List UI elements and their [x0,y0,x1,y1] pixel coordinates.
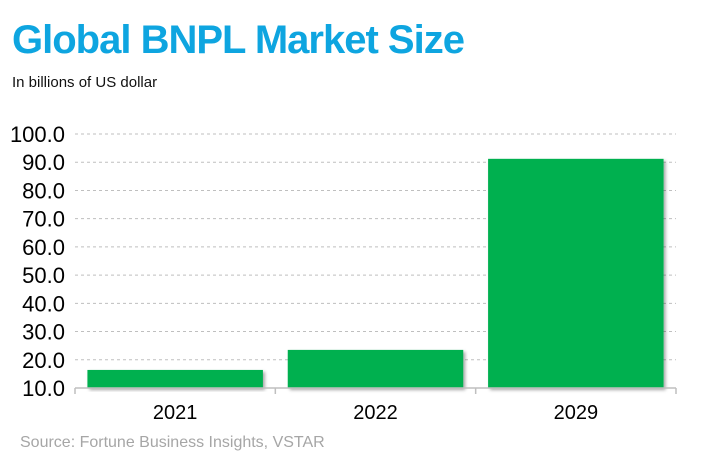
y-tick-label: 20.0 [22,348,65,373]
chart-subtitle: In billions of US dollar [12,74,158,91]
y-tick-label: 50.0 [22,263,65,288]
x-tick-label: 2021 [153,402,198,424]
y-tick-label: 60.0 [22,235,65,260]
y-axis-tick-labels: 10.0 20.0 30.0 40.0 50.0 60.0 70.0 80.0 90.0 100.… [10,122,65,401]
bar-2022 [287,349,464,388]
y-tick-label: 10.0 [22,376,65,401]
y-tick-label: 100.0 [10,122,65,147]
y-tick-label: 30.0 [22,320,65,345]
source-note: Source: Fortune Business Insights, VSTAR [20,434,325,451]
x-tick-label: 2029 [554,402,599,424]
x-tick-label: 2022 [353,402,398,424]
bar-2029 [488,158,664,388]
x-axis-category-labels: 2021 2022 2029 [153,402,598,424]
y-tick-label: 90.0 [22,150,65,175]
bar-2021 [87,369,263,388]
chart-title: Global BNPL Market Size [12,18,465,62]
y-tick-label: 80.0 [22,178,65,203]
bars [87,158,664,388]
y-tick-label: 40.0 [22,291,65,316]
x-axis [74,387,677,394]
y-tick-label: 70.0 [22,207,65,232]
